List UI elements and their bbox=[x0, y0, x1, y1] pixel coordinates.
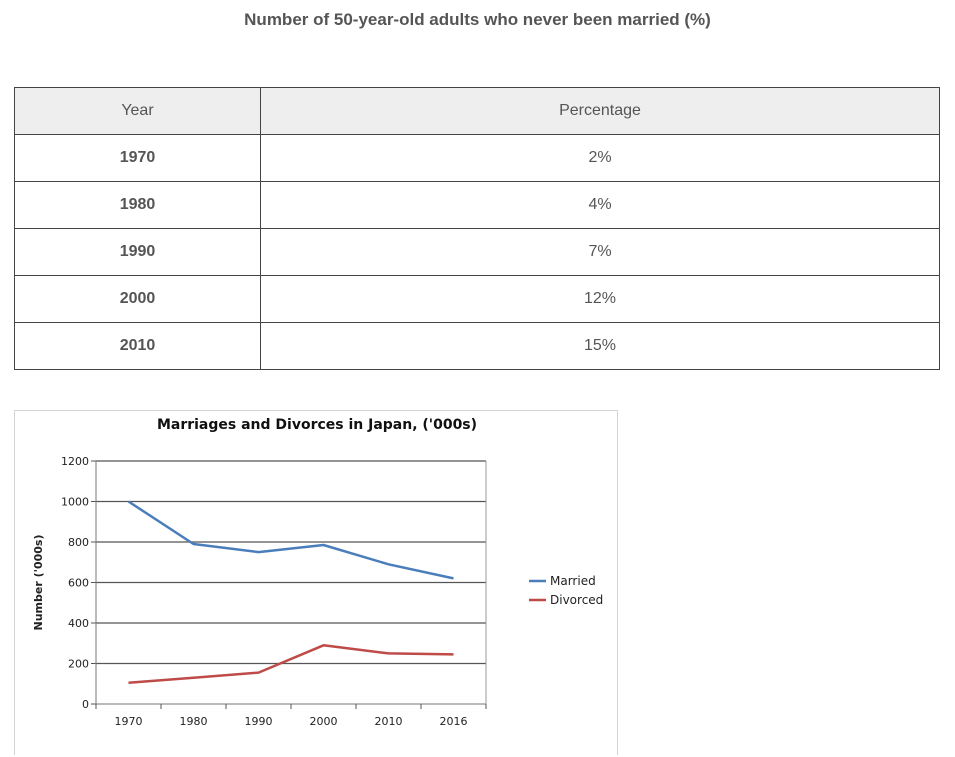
table-row: 1990 7% bbox=[14, 228, 940, 276]
table-cell-year: 2000 bbox=[14, 275, 261, 323]
table-header-percentage: Percentage bbox=[260, 87, 940, 135]
table-row: 1980 4% bbox=[14, 181, 940, 229]
table-cell-year: 1980 bbox=[14, 181, 261, 229]
series-line-divorced bbox=[128, 644, 454, 684]
x-tick-label: 1980 bbox=[180, 715, 208, 728]
y-tick-label: 1200 bbox=[61, 455, 89, 468]
table-header-row: Year Percentage bbox=[14, 87, 940, 135]
table-cell-percentage: 7% bbox=[260, 228, 940, 276]
legend-label-divorced: Divorced bbox=[550, 593, 603, 607]
table-cell-percentage: 12% bbox=[260, 275, 940, 323]
y-tick-label: 1000 bbox=[61, 496, 89, 509]
line-chart: Marriages and Divorces in Japan, ('000s)… bbox=[32, 417, 603, 728]
y-tick-label: 800 bbox=[68, 536, 89, 549]
x-tick-label: 1990 bbox=[245, 715, 273, 728]
chart-frame: Marriages and Divorces in Japan, ('000s)… bbox=[14, 410, 618, 755]
table-cell-percentage: 2% bbox=[260, 134, 940, 182]
x-tick-label: 2010 bbox=[375, 715, 403, 728]
data-table: Year Percentage 1970 2% 1980 4% 1990 7% … bbox=[14, 87, 940, 370]
y-axis-label: Number ('000s) bbox=[32, 534, 45, 630]
table-cell-year: 2010 bbox=[14, 322, 261, 370]
table-cell-year: 1990 bbox=[14, 228, 261, 276]
x-tick-label: 1970 bbox=[115, 715, 143, 728]
y-tick-label: 400 bbox=[68, 617, 89, 630]
y-tick-label: 0 bbox=[82, 698, 89, 711]
y-tick-label: 200 bbox=[68, 658, 89, 671]
x-tick-label: 2016 bbox=[440, 715, 468, 728]
legend-label-married: Married bbox=[550, 574, 596, 588]
chart-title: Marriages and Divorces in Japan, ('000s) bbox=[157, 417, 477, 433]
table-header-year: Year bbox=[14, 87, 261, 135]
table-row: 2010 15% bbox=[14, 322, 940, 370]
table-cell-percentage: 4% bbox=[260, 181, 940, 229]
table-cell-percentage: 15% bbox=[260, 322, 940, 370]
x-tick-label: 2000 bbox=[310, 715, 338, 728]
series-line-married bbox=[127, 500, 454, 580]
table-row: 1970 2% bbox=[14, 134, 940, 182]
y-tick-label: 600 bbox=[68, 577, 89, 590]
table-cell-year: 1970 bbox=[14, 134, 261, 182]
page-title: Number of 50-year-old adults who never b… bbox=[244, 10, 711, 29]
table-row: 2000 12% bbox=[14, 275, 940, 323]
